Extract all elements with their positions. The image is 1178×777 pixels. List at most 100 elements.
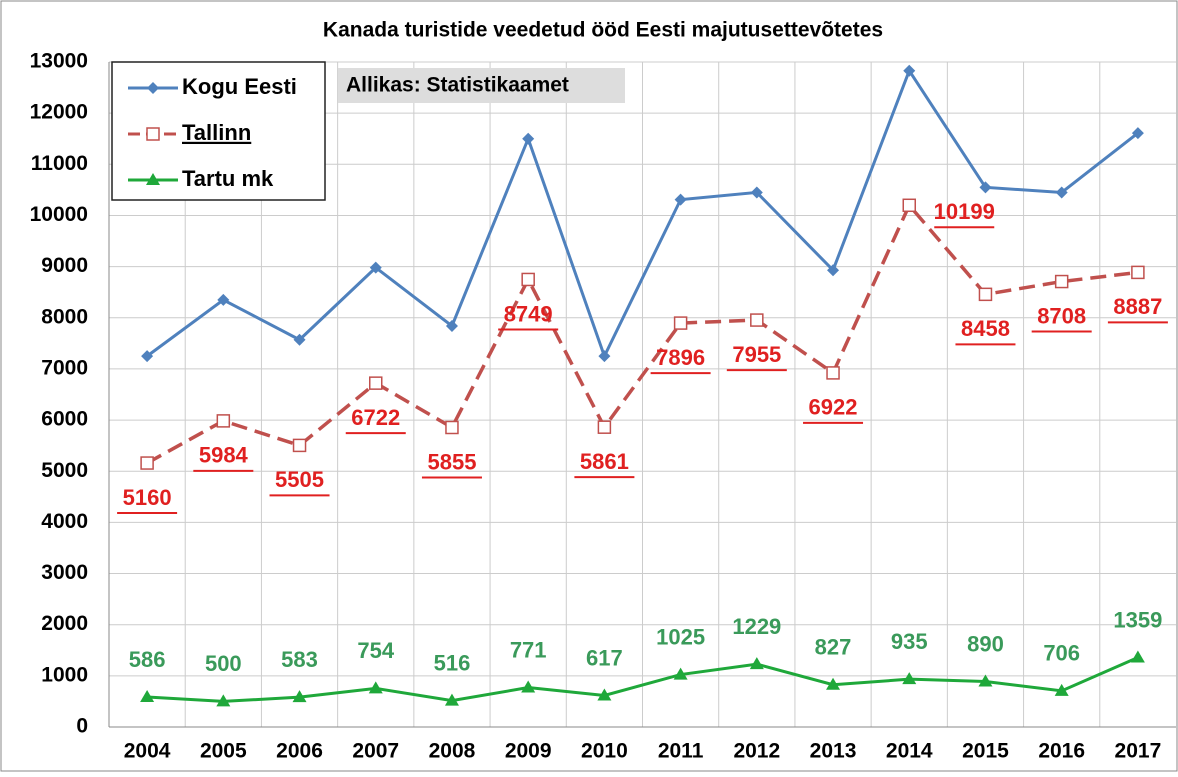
chart-title: Kanada turistide veedetud ööd Eesti maju… [323,19,883,42]
data-label: 6722 [351,405,400,430]
marker [673,667,688,680]
marker [292,438,307,453]
marker [978,674,993,687]
marker [1055,186,1068,199]
marker [674,193,687,206]
data-label: 500 [205,651,242,676]
marker [597,688,612,701]
marker [1054,683,1069,696]
annotation: Allikas: Statistikaamet [346,74,569,97]
data-label: 586 [129,647,166,672]
data-label: 771 [510,637,547,662]
data-label: 706 [1043,641,1080,666]
marker [826,677,841,690]
series-line [146,67,1139,361]
data-label: 754 [357,638,394,663]
data-label: 1025 [656,624,705,649]
data-label: 5861 [580,449,629,474]
data-label: 8458 [961,316,1010,341]
x-tick-label: 2011 [658,740,704,763]
marker [750,186,763,199]
x-tick-label: 2007 [352,740,399,763]
x-tick-label: 2012 [733,740,780,763]
data-label: 617 [586,645,623,670]
x-tick-label: 2009 [505,740,552,763]
marker [369,261,382,274]
legend-label: Tartu mk [182,166,274,191]
marker [826,366,840,380]
marker [141,350,154,363]
marker [293,333,306,346]
y-tick-label: 10000 [30,203,88,226]
marker [979,181,992,194]
marker [978,287,993,302]
marker [597,420,612,434]
series-line [147,656,1139,703]
marker [521,680,536,693]
y-tick-label: 11000 [31,152,88,175]
data-label: 10199 [934,199,995,224]
y-tick-label: 2000 [41,612,88,635]
marker [217,293,230,306]
y-tick-label: 1000 [41,663,88,686]
marker [445,420,459,435]
marker [140,456,154,470]
x-tick-label: 2016 [1038,740,1085,763]
marker [216,694,231,707]
marker [598,350,611,363]
x-tick-label: 2013 [810,740,857,763]
marker [750,313,764,327]
data-label: 5855 [427,449,476,474]
marker [521,272,535,287]
marker [1131,127,1144,140]
annotation-box [338,68,625,103]
data-label: 827 [815,635,852,660]
data-label: 8749 [504,301,553,326]
marker [1131,265,1145,280]
x-tick-label: 2015 [962,740,1009,763]
y-tick-label: 6000 [41,408,88,431]
data-label: 5160 [123,485,172,510]
x-tick-label: 2005 [200,740,247,763]
y-tick-label: 8000 [41,305,88,328]
data-label: 6922 [809,395,858,420]
marker [444,693,459,706]
marker [1130,650,1145,663]
data-label: 5505 [275,467,324,492]
marker [522,132,535,145]
marker [445,319,458,332]
marker [146,173,160,185]
y-tick-label: 4000 [41,510,88,533]
series-line [146,202,1139,465]
marker [902,672,917,685]
y-tick-label: 0 [76,715,88,738]
y-tick-label: 7000 [41,356,88,379]
data-label: 7955 [732,342,781,367]
marker [827,264,840,277]
marker [146,127,160,141]
marker [673,316,688,330]
x-tick-label: 2017 [1115,740,1162,763]
data-label: 5984 [199,443,249,468]
marker [368,681,383,694]
x-tick-label: 2008 [429,740,476,763]
y-tick-label: 5000 [41,459,88,482]
legend-label: Kogu Eesti [182,74,297,99]
marker [369,376,383,390]
data-label: 1359 [1113,607,1162,632]
marker [140,690,155,703]
x-tick-label: 2010 [581,740,628,763]
x-tick-label: 2006 [276,740,323,763]
marker [902,198,916,213]
x-tick-label: 2004 [124,740,171,763]
data-label: 8887 [1113,294,1162,319]
data-label: 516 [434,650,471,675]
marker [1054,274,1069,289]
data-label: 7896 [656,345,705,370]
data-label: 935 [891,629,928,654]
marker [147,82,159,94]
marker [749,657,764,670]
data-label: 583 [281,647,318,672]
data-label: 890 [967,631,1004,656]
